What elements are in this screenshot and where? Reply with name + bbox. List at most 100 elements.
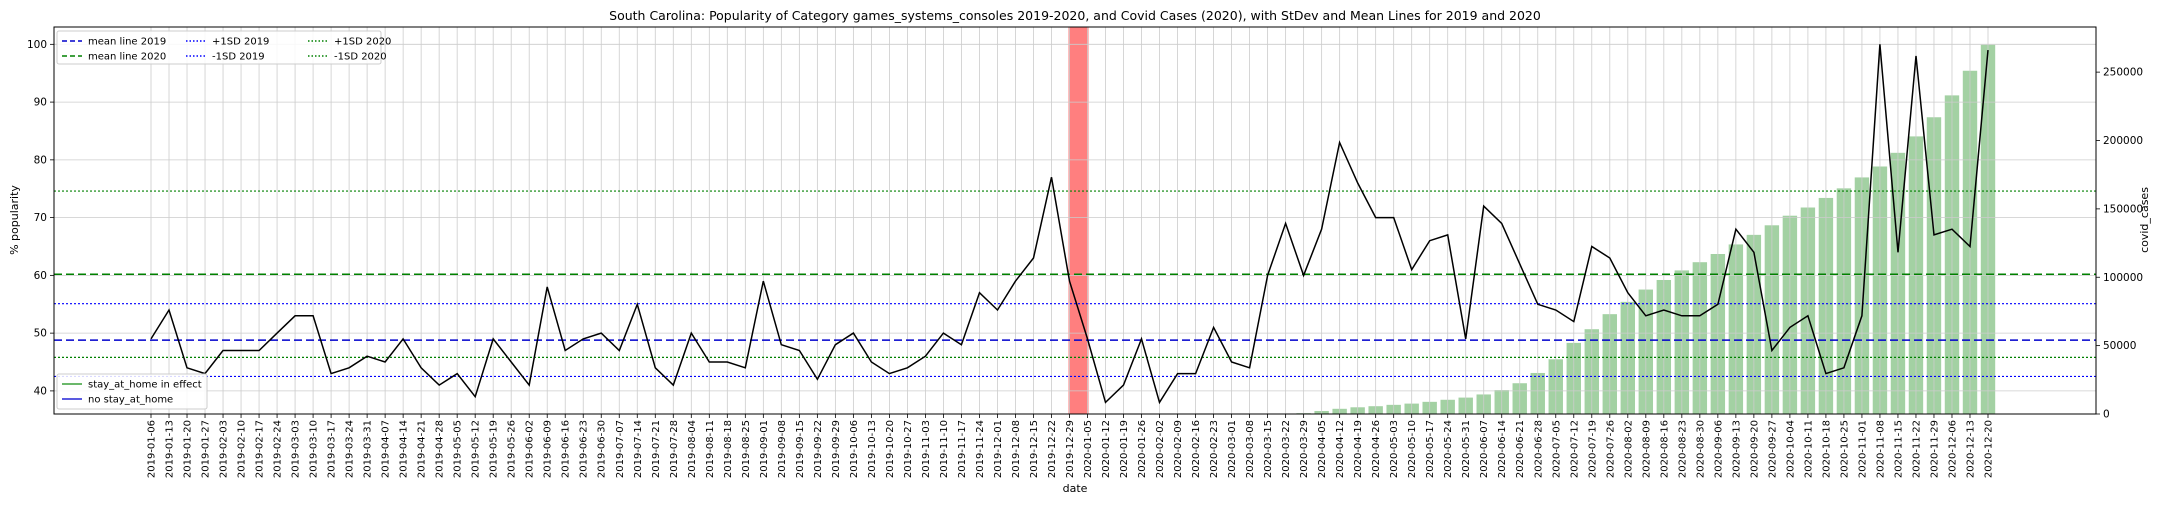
y-tick-label: 100 (27, 39, 47, 51)
popularity-line (150, 44, 1989, 405)
x-tick-label: 2019-08-25 (741, 420, 752, 478)
x-tick-label: 2020-02-23 (1209, 420, 1220, 478)
grid-layer (54, 27, 2096, 414)
x-tick-label: 2019-11-10 (939, 420, 950, 478)
x-tick-label: 2019-06-02 (525, 420, 536, 478)
x-tick-label: 2019-07-14 (633, 420, 644, 478)
x-tick-label: 2019-09-08 (777, 420, 788, 478)
x-tick-label: 2020-11-08 (1875, 420, 1886, 478)
x-tick-label: 2020-01-26 (1137, 420, 1148, 478)
x-tick-label: 2020-04-12 (1335, 420, 1346, 478)
y2-axis-label: covid_cases (2138, 187, 2151, 253)
x-tick-label: 2020-01-12 (1101, 420, 1112, 478)
x-tick-label: 2020-03-08 (1245, 420, 1256, 478)
x-tick-label: 2019-12-29 (1065, 420, 1076, 478)
x-tick-label: 2020-02-09 (1173, 420, 1184, 478)
y-tick-label: 50 (34, 328, 47, 340)
x-tick-label: 2019-04-21 (417, 420, 428, 478)
x-tick-label: 2020-06-28 (1533, 420, 1544, 478)
x-tick-label: 2019-02-10 (237, 420, 248, 478)
x-tick-label: 2019-12-15 (1029, 420, 1040, 478)
x-tick-label: 2020-02-16 (1191, 420, 1202, 478)
x-tick-label: 2020-08-30 (1695, 420, 1706, 478)
x-tick-label: 2020-07-05 (1551, 420, 1562, 478)
x-tick-label: 2020-01-05 (1083, 420, 1094, 478)
x-tick-label: 2020-11-29 (1929, 420, 1940, 478)
x-tick-label: 2019-11-03 (921, 420, 932, 478)
x-tick-label: 2019-08-18 (723, 420, 734, 478)
legend-stay-at-home: stay_at_home in effect no stay_at_home (56, 373, 208, 410)
x-tick-label: 2020-05-17 (1425, 420, 1436, 478)
x-tick-label: 2019-03-24 (345, 420, 356, 478)
x-tick-label: 2020-10-25 (1839, 420, 1850, 478)
x-tick-label: 2020-11-01 (1857, 420, 1868, 478)
x-tick-label: 2020-06-14 (1497, 420, 1508, 478)
x-tick-label: 2019-03-10 (309, 420, 320, 478)
x-tick-label: 2020-09-27 (1767, 420, 1778, 478)
x-tick-label: 2020-07-19 (1587, 420, 1598, 478)
x-tick-label: 2019-01-06 (147, 420, 158, 478)
x-tick-label: 2020-12-13 (1965, 420, 1976, 478)
x-tick-label: 2019-09-15 (795, 420, 806, 478)
reference-lines-layer (54, 190, 2096, 378)
x-tick-label: 2019-04-07 (381, 420, 392, 478)
x-tick-label: 2019-03-31 (363, 420, 374, 478)
x-tick-label: 2020-06-07 (1479, 420, 1490, 478)
x-tick-label: 2020-04-26 (1371, 420, 1382, 478)
stay-at-home-band-layer (1068, 27, 1089, 414)
x-tick-label: 2020-07-26 (1605, 420, 1616, 478)
y-tick-label: 90 (34, 97, 47, 109)
y2-tick-label: 100000 (2103, 272, 2143, 284)
x-tick-label: 2020-08-02 (1623, 420, 1634, 478)
stay-at-home-band (1068, 27, 1089, 414)
x-tick-label: 2020-03-01 (1227, 420, 1238, 478)
x-tick-label: 2019-04-28 (435, 420, 446, 478)
y2-tick-label: 200000 (2103, 135, 2143, 147)
legend-line-label: -1SD 2020 (334, 52, 387, 63)
x-tick-label: 2019-07-21 (651, 420, 662, 478)
x-tick-label: 2019-06-16 (561, 420, 572, 478)
y-tick-label: 80 (34, 154, 47, 166)
legend-reference-lines: mean line 2019 mean line 2020 +1SD 2019 -1S… (56, 30, 391, 65)
legend-line-label: -1SD 2019 (212, 52, 265, 63)
x-tick-label: 2020-08-16 (1659, 420, 1670, 478)
x-tick-label: 2019-10-13 (867, 420, 878, 478)
x-tick-label: 2020-04-05 (1317, 420, 1328, 478)
x-tick-label: 2019-04-14 (399, 420, 410, 478)
x-tick-label: 2019-05-05 (453, 420, 464, 478)
x-tick-label: 2020-03-29 (1299, 420, 1310, 478)
x-tick-label: 2020-10-04 (1785, 420, 1796, 478)
legend-line-label: +1SD 2019 (212, 37, 269, 48)
plot-frame (53, 26, 2097, 415)
x-tick-label: 2019-02-03 (219, 420, 230, 478)
x-tick-label: 2020-11-15 (1893, 420, 1904, 478)
x-tick-label: 2019-01-13 (165, 420, 176, 478)
x-tick-label: 2019-08-11 (705, 420, 716, 478)
x-tick-label: 2020-09-20 (1749, 420, 1760, 478)
x-tick-label: 2019-06-23 (579, 420, 590, 478)
x-tick-label: 2019-12-01 (993, 420, 1004, 478)
x-tick-label: 2019-05-12 (471, 420, 482, 478)
legend-line-label: mean line 2019 (88, 37, 166, 48)
x-tick-label: 2020-07-12 (1569, 420, 1580, 478)
x-tick-label: 2019-12-22 (1047, 420, 1058, 478)
y-tick-label: 70 (34, 212, 47, 224)
x-tick-label: 2020-10-11 (1803, 420, 1814, 478)
x-tick-label: 2020-05-03 (1389, 420, 1400, 478)
x-tick-label: 2019-03-17 (327, 420, 338, 478)
y2-tick-label: 150000 (2103, 203, 2143, 215)
x-tick-label: 2020-11-22 (1911, 420, 1922, 478)
x-tick-label: 2019-08-04 (687, 420, 698, 478)
x-tick-label: 2020-09-13 (1731, 420, 1742, 478)
x-tick-label: 2020-10-18 (1821, 420, 1832, 478)
x-tick-label: 2019-10-27 (903, 420, 914, 478)
legend-state-label: stay_at_home in effect (88, 380, 202, 391)
legend-line-label: +1SD 2020 (334, 37, 391, 48)
x-tick-label: 2019-02-17 (255, 420, 266, 478)
chart-title: South Carolina: Popularity of Category g… (609, 8, 1541, 23)
x-tick-label: 2019-09-29 (831, 420, 842, 478)
x-tick-label: 2020-02-02 (1155, 420, 1166, 478)
x-tick-label: 2020-03-15 (1263, 420, 1274, 478)
